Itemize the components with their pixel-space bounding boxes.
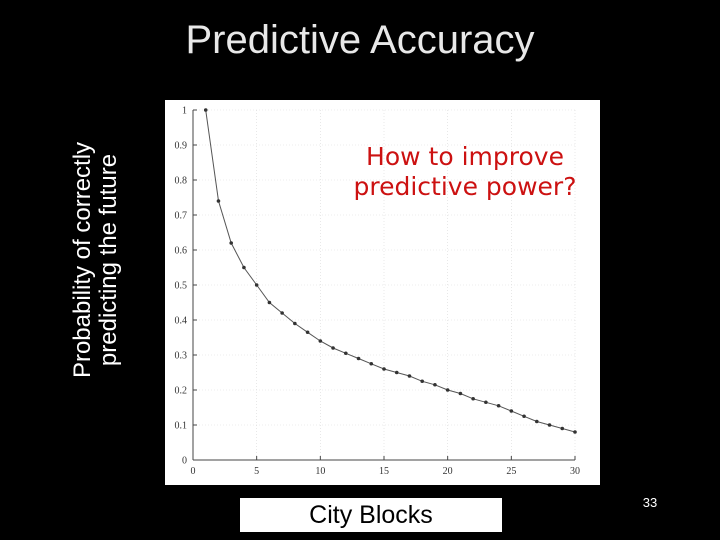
data-point xyxy=(305,330,310,335)
y-axis-label: Probability of correctly predicting the … xyxy=(69,141,122,379)
data-point xyxy=(369,361,374,366)
x-tick-label: 20 xyxy=(443,466,453,477)
data-point xyxy=(229,241,233,245)
y-tick-label: 0.3 xyxy=(175,351,188,362)
data-point xyxy=(242,265,246,270)
data-point xyxy=(382,367,386,371)
y-tick-label: 0.5 xyxy=(175,281,188,292)
plot-panel: 0 0.1 0.2 0.3 0.4 0.5 0.6 0.7 0.8 0.9 1 0 5 10 15 20 25 3… xyxy=(165,100,600,485)
data-point xyxy=(471,396,475,401)
series-layer xyxy=(203,108,577,434)
data-point xyxy=(509,409,514,413)
data-point xyxy=(203,108,208,112)
data-point xyxy=(573,430,577,434)
callout-text: How to improve predictive power? xyxy=(353,142,577,201)
y-tick-label: 0.9 xyxy=(175,141,188,152)
y-tick-label: 1 xyxy=(182,106,187,117)
y-tick-label: 0.1 xyxy=(175,421,188,432)
data-point xyxy=(522,414,526,419)
data-point xyxy=(331,346,335,350)
data-point xyxy=(318,339,323,343)
data-point xyxy=(496,403,501,408)
data-point xyxy=(535,419,539,424)
data-point xyxy=(560,426,565,431)
data-point xyxy=(484,400,488,405)
data-point xyxy=(344,351,348,356)
x-tick-label: 15 xyxy=(379,466,389,477)
page-number: 33 xyxy=(642,495,658,510)
tick-labels-layer: 00.10.20.30.40.50.60.70.80.910 5 10 15 20 25 3… xyxy=(175,106,581,478)
x-tick-label: 0 xyxy=(191,466,196,477)
data-point xyxy=(458,391,463,396)
x-tick-label: 5 xyxy=(254,466,259,477)
data-point xyxy=(254,283,259,287)
y-tick-label: 0 xyxy=(182,456,187,467)
y-tick-label: 0.8 xyxy=(175,176,188,187)
y-tick-label: 0.4 xyxy=(175,316,188,327)
data-point xyxy=(394,370,399,375)
y-tick-label: 0.7 xyxy=(175,211,188,222)
data-point xyxy=(356,356,361,361)
data-point xyxy=(433,382,437,387)
data-point xyxy=(280,311,284,315)
y-axis-label-container: Probability of correctly predicting the … xyxy=(58,90,134,430)
slide-title: Predictive Accuracy xyxy=(185,18,535,62)
data-point xyxy=(407,374,412,378)
y-tick-label: 0.6 xyxy=(175,246,188,257)
x-tick-label: 10 xyxy=(315,466,325,477)
data-point xyxy=(216,199,221,203)
x-axis-label: City Blocks xyxy=(240,498,502,532)
y-tick-label: 0.2 xyxy=(175,386,188,397)
data-point xyxy=(267,300,272,305)
x-tick-label: 30 xyxy=(570,466,580,477)
line-chart: 00.10.20.30.40.50.60.70.80.910 5 10 15 20 25 3… xyxy=(175,106,581,478)
data-point xyxy=(547,423,552,427)
data-point xyxy=(420,379,424,384)
data-point xyxy=(445,388,450,392)
x-tick-label: 25 xyxy=(506,466,516,477)
axes-layer xyxy=(192,109,576,461)
data-point xyxy=(293,321,297,326)
series-line xyxy=(205,109,576,433)
